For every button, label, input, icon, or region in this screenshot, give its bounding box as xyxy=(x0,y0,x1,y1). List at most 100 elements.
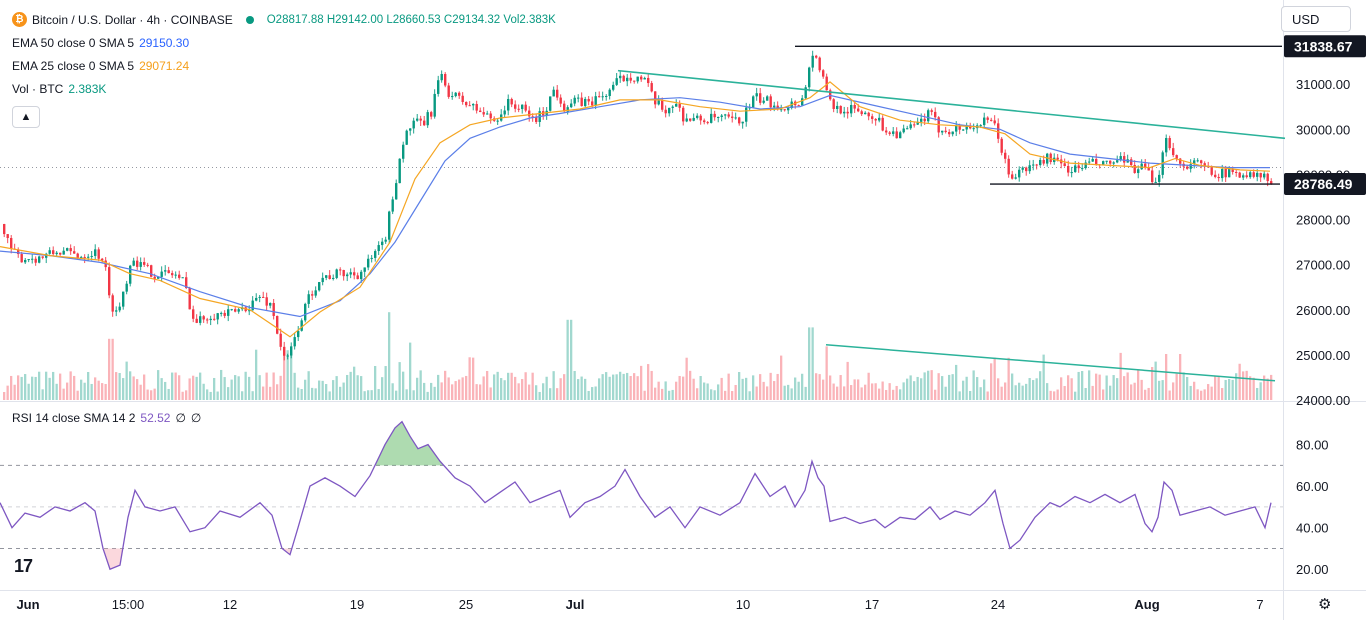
volume-bar xyxy=(300,389,303,400)
candle-body xyxy=(566,107,569,112)
candle-body xyxy=(325,275,328,278)
candle-body xyxy=(167,270,170,274)
ema25-label: EMA 25 close 0 SMA 5 xyxy=(12,59,135,73)
volume-bar xyxy=(608,376,611,400)
volume-bar xyxy=(1154,361,1157,400)
symbol-title[interactable]: Bitcoin / U.S. Dollar · 4h · COINBASE xyxy=(32,12,233,27)
gear-icon[interactable]: ⚙ xyxy=(1318,596,1332,613)
volume-bar xyxy=(1095,373,1098,400)
candle-body xyxy=(668,107,671,114)
candle-body xyxy=(1000,138,1003,153)
candle-body xyxy=(440,74,443,81)
candle-body xyxy=(1242,175,1245,178)
ema25-line xyxy=(0,81,1271,338)
candle-body xyxy=(881,117,884,131)
volume-bar xyxy=(783,385,786,400)
candle-body xyxy=(391,199,394,212)
candle-body xyxy=(185,277,188,288)
volume-bar xyxy=(1116,378,1119,400)
volume-bar xyxy=(710,389,713,400)
volume-bar xyxy=(909,375,912,400)
rsi-tick-label: 40.00 xyxy=(1296,521,1329,536)
ema25-value: 29071.24 xyxy=(139,59,190,73)
candle-body xyxy=(983,117,986,126)
rsi-legend[interactable]: RSI 14 close SMA 14 2 52.52 ∅ ∅ xyxy=(12,411,201,425)
candle-body xyxy=(895,131,898,139)
tradingview-logo-icon[interactable]: 17 xyxy=(14,556,33,576)
candles xyxy=(3,50,1273,361)
volume-bar xyxy=(1088,370,1091,400)
volume-bar xyxy=(276,384,279,400)
indicator-legend-volume[interactable]: Vol · BTC 2.383K xyxy=(12,82,106,96)
candle-body xyxy=(860,111,863,115)
volume-bar xyxy=(766,386,769,400)
volume-bar xyxy=(405,389,408,400)
volume-bar xyxy=(34,376,37,400)
candle-body xyxy=(1130,159,1133,165)
candle-body xyxy=(297,330,300,338)
currency-select[interactable]: USD xyxy=(1281,6,1351,32)
volume-bar xyxy=(237,376,240,400)
volume-bar xyxy=(682,376,685,400)
candle-body xyxy=(580,97,583,107)
candle-body xyxy=(640,76,643,80)
volume-bar xyxy=(293,372,296,400)
candle-body xyxy=(1221,168,1224,179)
candle-body xyxy=(864,112,867,115)
volume-bar xyxy=(759,374,762,400)
volume-bar xyxy=(937,373,940,400)
candle-body xyxy=(1172,148,1175,156)
candle-body xyxy=(556,89,559,98)
candle-body xyxy=(1266,173,1269,182)
price-tick-label: 30000.00 xyxy=(1296,122,1350,137)
volume-bar xyxy=(1235,373,1238,400)
price-marker-box xyxy=(1284,173,1366,196)
candle-body xyxy=(825,76,828,91)
price-tick-label: 28000.00 xyxy=(1296,213,1350,228)
volume-bar xyxy=(458,379,461,400)
volume-bar xyxy=(17,375,20,400)
candle-body xyxy=(1186,166,1189,169)
volume-bar xyxy=(328,391,331,400)
candle-body xyxy=(209,318,212,321)
candle-body xyxy=(944,130,947,133)
candle-body xyxy=(1081,168,1084,170)
volume-bar xyxy=(535,385,538,400)
candle-body xyxy=(766,96,769,101)
candle-body xyxy=(265,297,268,306)
volume-bar xyxy=(685,357,688,400)
candle-body xyxy=(38,256,41,263)
volume-bar xyxy=(353,366,356,400)
rsi-oversold-fill xyxy=(103,548,292,570)
candle-body xyxy=(671,106,674,108)
candle-body xyxy=(559,97,562,104)
volume-bar xyxy=(549,388,552,400)
indicator-legend-ema50[interactable]: EMA 50 close 0 SMA 5 29150.30 xyxy=(12,36,189,50)
volume-bar xyxy=(241,391,244,400)
candle-body xyxy=(521,104,524,110)
rsi-line xyxy=(0,420,1272,571)
time-axis-label: 24 xyxy=(991,597,1005,612)
volume-bar xyxy=(265,372,268,400)
candle-body xyxy=(230,309,233,311)
volume-bar xyxy=(356,375,359,400)
candle-body xyxy=(1021,167,1024,170)
volume-bar xyxy=(465,375,468,400)
volume-bar xyxy=(1039,371,1042,400)
collapse-legend-button[interactable]: ▲ xyxy=(12,106,40,128)
volume-bar xyxy=(727,373,730,400)
candle-body xyxy=(1189,164,1192,169)
volume-bar xyxy=(867,372,870,400)
volume-bar xyxy=(640,365,643,400)
candle-body xyxy=(321,277,324,283)
time-axis-label: 17 xyxy=(865,597,879,612)
candle-body xyxy=(878,117,881,121)
candle-body xyxy=(1210,167,1213,175)
volume-bar xyxy=(846,361,849,400)
volume-bar xyxy=(507,372,510,400)
candle-body xyxy=(1018,169,1021,178)
candle-body xyxy=(1231,168,1234,172)
volume-bar xyxy=(202,383,205,400)
indicator-legend-ema25[interactable]: EMA 25 close 0 SMA 5 29071.24 xyxy=(12,59,189,73)
